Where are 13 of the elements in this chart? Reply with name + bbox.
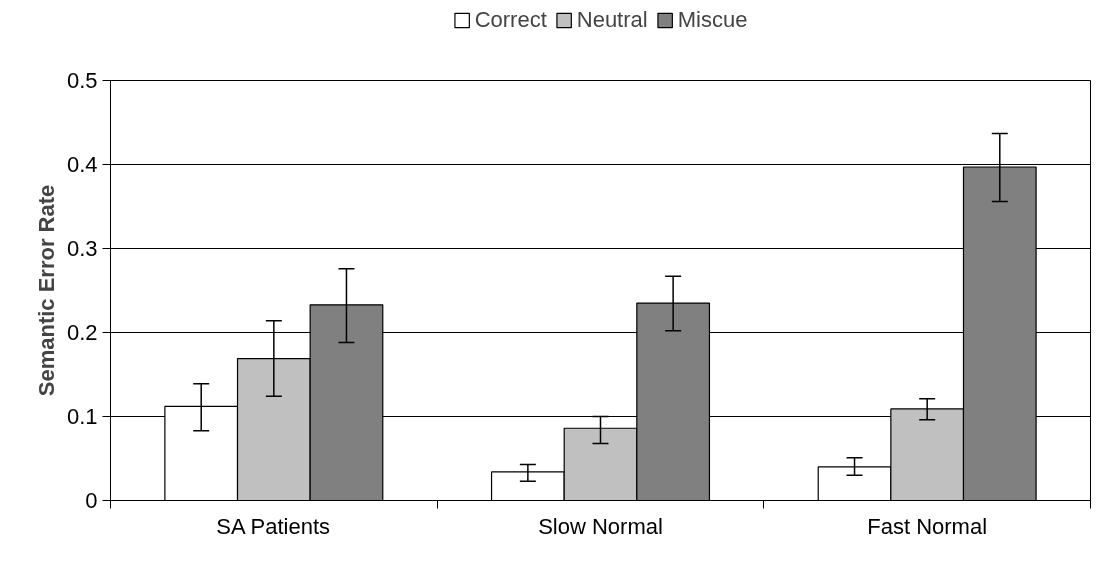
- x-tick-label: Slow Normal: [538, 513, 663, 539]
- y-tick-label: 0.5: [66, 68, 98, 93]
- legend-label: Neutral: [576, 7, 648, 33]
- x-tick-label: Fast Normal: [867, 513, 988, 539]
- legend-label: Miscue: [677, 7, 748, 33]
- y-tick-label: 0.1: [66, 404, 98, 429]
- y-tick-label: 0.3: [66, 236, 98, 261]
- y-tick-label: 0: [85, 488, 98, 513]
- y-axis-title: Semantic Error Rate: [33, 184, 59, 397]
- y-tick-label: 0.2: [66, 320, 98, 345]
- legend-label: Correct: [474, 7, 547, 33]
- y-tick-label: 0.4: [66, 152, 98, 177]
- x-tick-label: SA Patients: [216, 513, 331, 539]
